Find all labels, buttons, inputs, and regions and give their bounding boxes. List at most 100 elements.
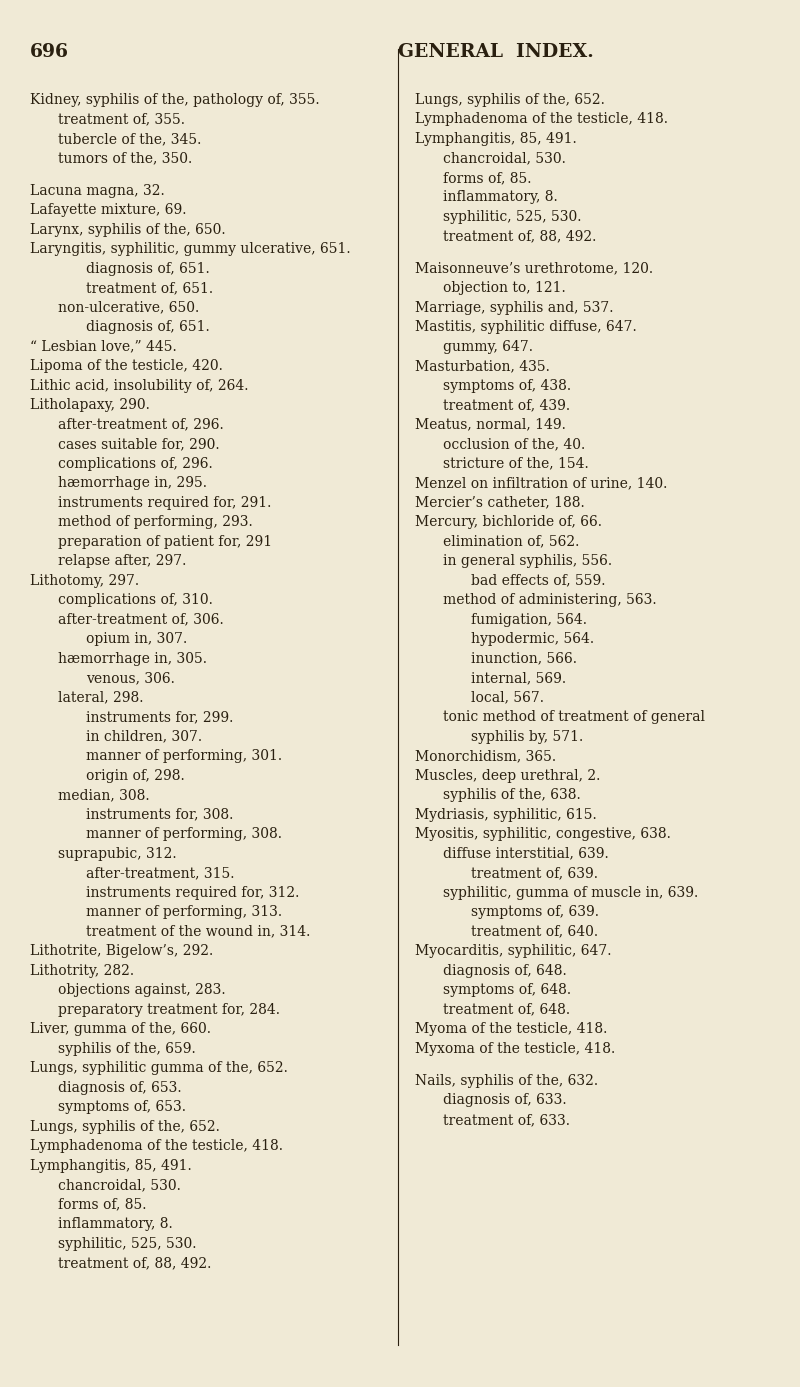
Text: Myositis, syphilitic, congestive, 638.: Myositis, syphilitic, congestive, 638.	[415, 827, 671, 841]
Text: Lithotrity, 282.: Lithotrity, 282.	[30, 964, 134, 978]
Text: syphilis of the, 659.: syphilis of the, 659.	[58, 1042, 196, 1056]
Text: symptoms of, 653.: symptoms of, 653.	[58, 1100, 186, 1114]
Text: Lungs, syphilis of the, 652.: Lungs, syphilis of the, 652.	[30, 1119, 220, 1133]
Text: tonic method of treatment of general: tonic method of treatment of general	[443, 710, 705, 724]
Text: complications of, 296.: complications of, 296.	[58, 456, 213, 470]
Text: diagnosis of, 633.: diagnosis of, 633.	[443, 1093, 566, 1107]
Text: manner of performing, 313.: manner of performing, 313.	[86, 906, 282, 920]
Text: method of administering, 563.: method of administering, 563.	[443, 594, 657, 608]
Text: Lymphadenoma of the testicle, 418.: Lymphadenoma of the testicle, 418.	[415, 112, 668, 126]
Text: Kidney, syphilis of the, pathology of, 355.: Kidney, syphilis of the, pathology of, 3…	[30, 93, 320, 107]
Text: stricture of the, 154.: stricture of the, 154.	[443, 456, 589, 470]
Text: fumigation, 564.: fumigation, 564.	[471, 613, 587, 627]
Text: manner of performing, 301.: manner of performing, 301.	[86, 749, 282, 763]
Text: preparation of patient for, 291: preparation of patient for, 291	[58, 534, 272, 549]
Text: relapse after, 297.: relapse after, 297.	[58, 555, 186, 569]
Text: Lungs, syphilis of the, 652.: Lungs, syphilis of the, 652.	[415, 93, 605, 107]
Text: after-treatment, 315.: after-treatment, 315.	[86, 865, 234, 881]
Text: after-treatment of, 296.: after-treatment of, 296.	[58, 417, 224, 431]
Text: bad effects of, 559.: bad effects of, 559.	[471, 574, 606, 588]
Text: in children, 307.: in children, 307.	[86, 730, 202, 743]
Text: origin of, 298.: origin of, 298.	[86, 768, 185, 782]
Text: instruments required for, 291.: instruments required for, 291.	[58, 495, 271, 509]
Text: Myocarditis, syphilitic, 647.: Myocarditis, syphilitic, 647.	[415, 945, 611, 958]
Text: GENERAL  INDEX.: GENERAL INDEX.	[398, 43, 594, 61]
Text: Lungs, syphilitic gumma of the, 652.: Lungs, syphilitic gumma of the, 652.	[30, 1061, 288, 1075]
Text: Mercury, bichloride of, 66.: Mercury, bichloride of, 66.	[415, 515, 602, 530]
Text: Muscles, deep urethral, 2.: Muscles, deep urethral, 2.	[415, 768, 600, 782]
Text: objection to, 121.: objection to, 121.	[443, 282, 566, 295]
Text: instruments required for, 312.: instruments required for, 312.	[86, 886, 299, 900]
Text: in general syphilis, 556.: in general syphilis, 556.	[443, 555, 612, 569]
Text: Mercier’s catheter, 188.: Mercier’s catheter, 188.	[415, 495, 585, 509]
Text: treatment of, 651.: treatment of, 651.	[86, 282, 213, 295]
Text: hæmorrhage in, 305.: hæmorrhage in, 305.	[58, 652, 207, 666]
Text: after-treatment of, 306.: after-treatment of, 306.	[58, 613, 224, 627]
Text: manner of performing, 308.: manner of performing, 308.	[86, 827, 282, 841]
Text: cases suitable for, 290.: cases suitable for, 290.	[58, 437, 220, 451]
Text: Myxoma of the testicle, 418.: Myxoma of the testicle, 418.	[415, 1042, 615, 1056]
Text: diagnosis of, 653.: diagnosis of, 653.	[58, 1080, 182, 1094]
Text: treatment of, 640.: treatment of, 640.	[471, 925, 598, 939]
Text: diffuse interstitial, 639.: diffuse interstitial, 639.	[443, 846, 609, 861]
Text: treatment of, 355.: treatment of, 355.	[58, 112, 185, 126]
Text: “ Lesbian love,” 445.: “ Lesbian love,” 445.	[30, 340, 177, 354]
Text: diagnosis of, 651.: diagnosis of, 651.	[86, 262, 210, 276]
Text: Meatus, normal, 149.: Meatus, normal, 149.	[415, 417, 566, 431]
Text: Lymphangitis, 85, 491.: Lymphangitis, 85, 491.	[415, 132, 577, 146]
Text: forms of, 85.: forms of, 85.	[58, 1198, 146, 1212]
Text: treatment of, 639.: treatment of, 639.	[471, 865, 598, 881]
Text: Larynx, syphilis of the, 650.: Larynx, syphilis of the, 650.	[30, 223, 226, 237]
Text: occlusion of the, 40.: occlusion of the, 40.	[443, 437, 586, 451]
Text: Nails, syphilis of the, 632.: Nails, syphilis of the, 632.	[415, 1074, 598, 1087]
Text: syphilis by, 571.: syphilis by, 571.	[471, 730, 583, 743]
Text: Liver, gumma of the, 660.: Liver, gumma of the, 660.	[30, 1022, 211, 1036]
Text: Marriage, syphilis and, 537.: Marriage, syphilis and, 537.	[415, 301, 614, 315]
Text: Lafayette mixture, 69.: Lafayette mixture, 69.	[30, 203, 186, 218]
Text: forms of, 85.: forms of, 85.	[443, 171, 531, 184]
Text: Mastitis, syphilitic diffuse, 647.: Mastitis, syphilitic diffuse, 647.	[415, 320, 637, 334]
Text: Myoma of the testicle, 418.: Myoma of the testicle, 418.	[415, 1022, 607, 1036]
Text: Lithotrite, Bigelow’s, 292.: Lithotrite, Bigelow’s, 292.	[30, 945, 214, 958]
Text: Maisonneuve’s urethrotome, 120.: Maisonneuve’s urethrotome, 120.	[415, 262, 653, 276]
Text: non-ulcerative, 650.: non-ulcerative, 650.	[58, 301, 199, 315]
Text: chancroidal, 530.: chancroidal, 530.	[443, 151, 566, 165]
Text: hypodermic, 564.: hypodermic, 564.	[471, 632, 594, 646]
Text: inflammatory, 8.: inflammatory, 8.	[58, 1218, 173, 1232]
Text: lateral, 298.: lateral, 298.	[58, 691, 143, 705]
Text: symptoms of, 648.: symptoms of, 648.	[443, 983, 571, 997]
Text: suprapubic, 312.: suprapubic, 312.	[58, 846, 177, 861]
Text: Lymphangitis, 85, 491.: Lymphangitis, 85, 491.	[30, 1158, 192, 1172]
Text: local, 567.: local, 567.	[471, 691, 544, 705]
Text: Lipoma of the testicle, 420.: Lipoma of the testicle, 420.	[30, 359, 223, 373]
Text: venous, 306.: venous, 306.	[86, 671, 175, 685]
Text: instruments for, 299.: instruments for, 299.	[86, 710, 234, 724]
Text: Lacuna magna, 32.: Lacuna magna, 32.	[30, 183, 165, 198]
Text: Masturbation, 435.: Masturbation, 435.	[415, 359, 550, 373]
Text: Lithic acid, insolubility of, 264.: Lithic acid, insolubility of, 264.	[30, 379, 249, 393]
Text: Litholapaxy, 290.: Litholapaxy, 290.	[30, 398, 150, 412]
Text: diagnosis of, 648.: diagnosis of, 648.	[443, 964, 566, 978]
Text: syphilitic, 525, 530.: syphilitic, 525, 530.	[443, 209, 582, 223]
Text: treatment of, 88, 492.: treatment of, 88, 492.	[443, 229, 596, 244]
Text: tubercle of the, 345.: tubercle of the, 345.	[58, 132, 202, 146]
Text: 696: 696	[30, 43, 69, 61]
Text: symptoms of, 438.: symptoms of, 438.	[443, 379, 571, 393]
Text: internal, 569.: internal, 569.	[471, 671, 566, 685]
Text: opium in, 307.: opium in, 307.	[86, 632, 187, 646]
Text: Monorchidism, 365.: Monorchidism, 365.	[415, 749, 556, 763]
Text: complications of, 310.: complications of, 310.	[58, 594, 213, 608]
Text: preparatory treatment for, 284.: preparatory treatment for, 284.	[58, 1003, 280, 1017]
Text: treatment of, 439.: treatment of, 439.	[443, 398, 570, 412]
Text: median, 308.: median, 308.	[58, 788, 150, 802]
Text: inunction, 566.: inunction, 566.	[471, 652, 577, 666]
Text: hæmorrhage in, 295.: hæmorrhage in, 295.	[58, 476, 207, 490]
Text: diagnosis of, 651.: diagnosis of, 651.	[86, 320, 210, 334]
Text: treatment of, 88, 492.: treatment of, 88, 492.	[58, 1257, 211, 1270]
Text: gummy, 647.: gummy, 647.	[443, 340, 533, 354]
Text: Mydriasis, syphilitic, 615.: Mydriasis, syphilitic, 615.	[415, 807, 597, 821]
Text: instruments for, 308.: instruments for, 308.	[86, 807, 234, 821]
Text: treatment of the wound in, 314.: treatment of the wound in, 314.	[86, 925, 310, 939]
Text: syphilitic, gumma of muscle in, 639.: syphilitic, gumma of muscle in, 639.	[443, 886, 698, 900]
Text: syphilitic, 525, 530.: syphilitic, 525, 530.	[58, 1237, 197, 1251]
